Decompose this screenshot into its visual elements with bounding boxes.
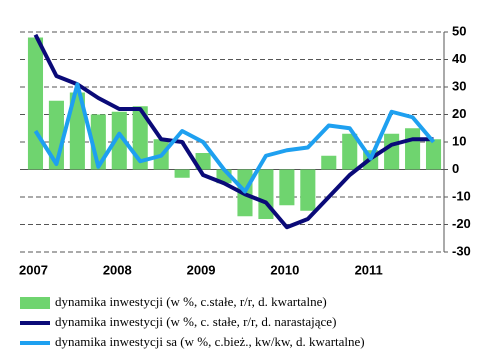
bar xyxy=(300,169,316,211)
bar xyxy=(174,169,190,178)
x-tick-label: 2009 xyxy=(187,262,216,277)
y-tick-label: -30 xyxy=(452,243,471,258)
y-tick-label: -10 xyxy=(452,188,471,203)
y-tick-label: 50 xyxy=(452,23,466,38)
y-tick-label: -20 xyxy=(452,216,471,231)
bar xyxy=(405,128,421,170)
y-tick-label: 20 xyxy=(452,106,466,121)
bar xyxy=(111,111,127,170)
bar xyxy=(279,169,295,206)
x-tick-label: 2011 xyxy=(355,262,383,277)
bar xyxy=(384,133,400,170)
bar xyxy=(27,37,44,170)
line xyxy=(33,33,434,230)
y-tick-label: 30 xyxy=(452,78,466,93)
y-tick-label: 0 xyxy=(452,161,459,176)
y-tick-label: 40 xyxy=(452,51,466,66)
y-tick-label: 10 xyxy=(452,133,466,148)
bar xyxy=(342,133,358,170)
x-tick-label: 2007 xyxy=(19,262,48,277)
x-tick-label: 2008 xyxy=(103,262,132,277)
bar xyxy=(321,155,337,170)
line xyxy=(33,82,436,194)
bar xyxy=(425,139,442,170)
legend-label: dynamika inwestycji (w %, c.stałe, r/r, … xyxy=(55,294,327,309)
legend-swatch xyxy=(20,297,50,309)
bar xyxy=(69,92,85,170)
x-tick-label: 2010 xyxy=(270,262,299,277)
legend-label: dynamika inwestycji (w %, c. stałe, r/r,… xyxy=(55,314,336,329)
legend-label: dynamika inwestycji sa (w %, c.bież., kw… xyxy=(55,334,365,349)
